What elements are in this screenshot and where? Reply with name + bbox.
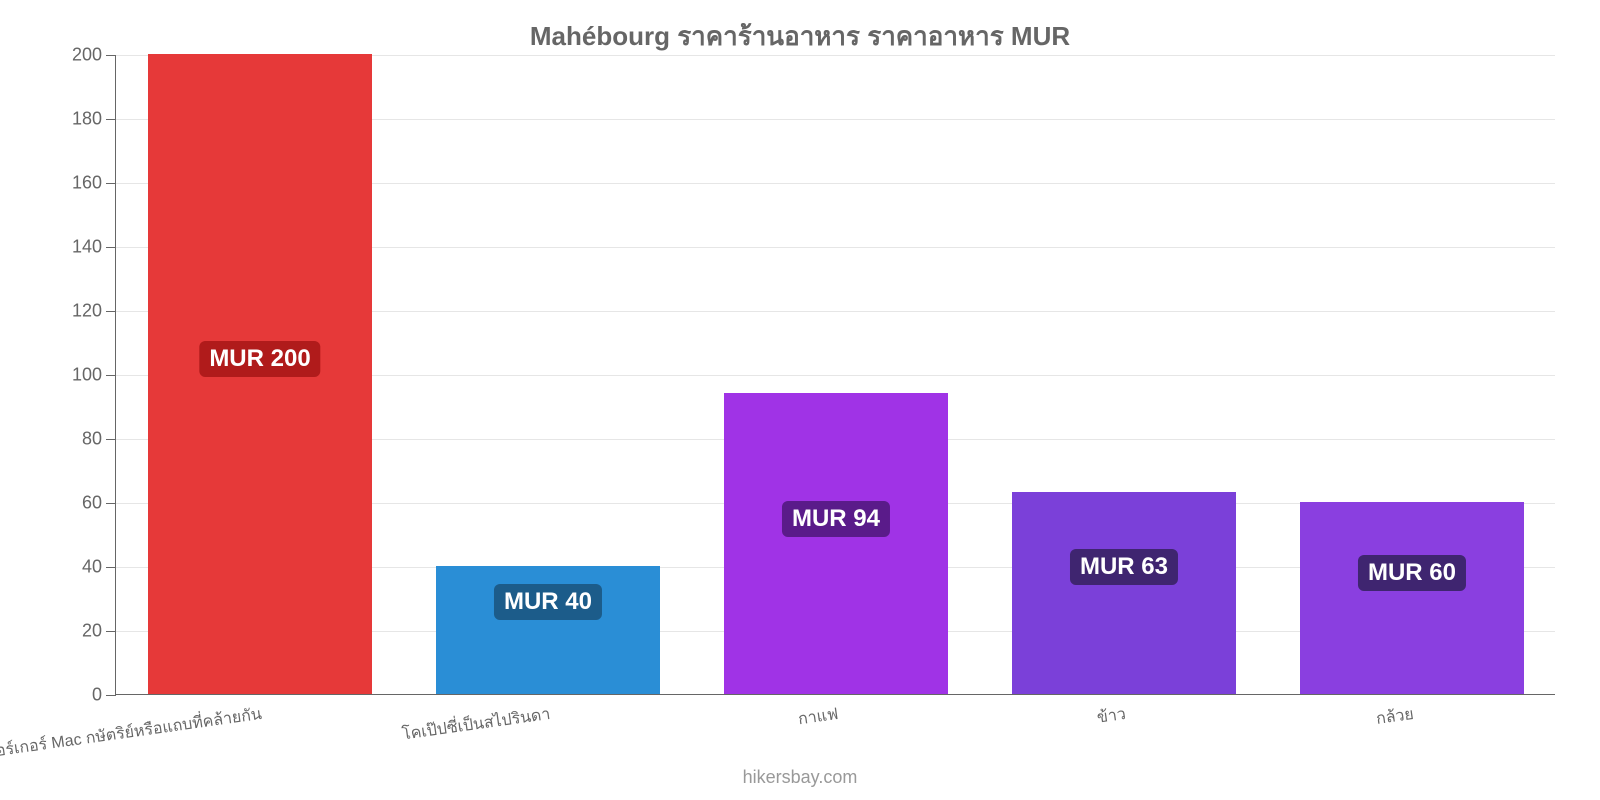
x-axis-label: กาแฟ: [795, 694, 840, 732]
x-axis-label: ข้าว: [1094, 694, 1127, 731]
y-tick: [106, 567, 116, 568]
chart-container: Mahébourg ราคาร้านอาหาร ราคาอาหาร MUR 02…: [0, 0, 1600, 800]
y-tick: [106, 183, 116, 184]
bar: [1012, 492, 1237, 694]
y-axis-label: 40: [82, 557, 102, 578]
bar: [724, 393, 949, 694]
bar: [1300, 502, 1525, 694]
plot-area: 020406080100120140160180200MUR 200เบอร์เ…: [115, 55, 1555, 695]
value-badge: MUR 60: [1358, 555, 1466, 591]
y-axis-label: 180: [72, 109, 102, 130]
y-axis-label: 100: [72, 365, 102, 386]
credit-text: hikersbay.com: [0, 767, 1600, 788]
y-tick: [106, 375, 116, 376]
y-tick: [106, 695, 116, 696]
y-tick: [106, 55, 116, 56]
x-axis-label: เบอร์เกอร์ Mac กษัตริย์หรือแถบที่คล้ายกั…: [0, 694, 264, 766]
y-tick: [106, 119, 116, 120]
y-axis-label: 20: [82, 621, 102, 642]
y-tick: [106, 631, 116, 632]
y-tick: [106, 247, 116, 248]
y-tick: [106, 503, 116, 504]
value-badge: MUR 40: [494, 584, 602, 620]
y-axis-label: 60: [82, 493, 102, 514]
chart-title: Mahébourg ราคาร้านอาหาร ราคาอาหาร MUR: [0, 16, 1600, 57]
x-axis-label: โคเป๊ปซี่เป็นสไปรินดา: [399, 694, 552, 747]
y-axis-label: 140: [72, 237, 102, 258]
value-badge: MUR 94: [782, 501, 890, 537]
value-badge: MUR 200: [199, 341, 320, 377]
y-axis-label: 120: [72, 301, 102, 322]
y-tick: [106, 439, 116, 440]
value-badge: MUR 63: [1070, 549, 1178, 585]
y-axis-label: 0: [92, 685, 102, 706]
y-axis-label: 200: [72, 45, 102, 66]
y-axis-label: 80: [82, 429, 102, 450]
y-axis-label: 160: [72, 173, 102, 194]
x-axis-label: กล้วย: [1374, 694, 1416, 732]
y-tick: [106, 311, 116, 312]
